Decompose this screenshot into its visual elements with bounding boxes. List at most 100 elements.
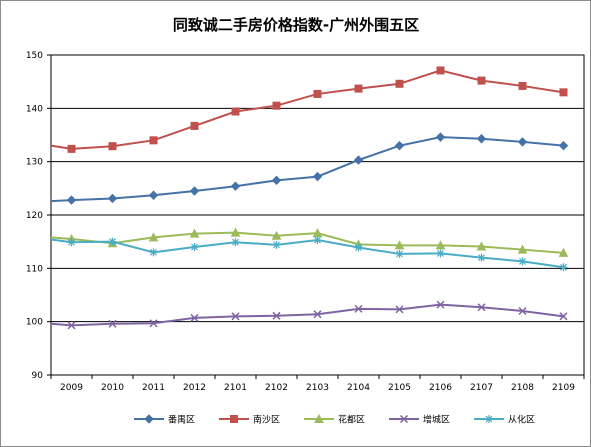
data-point (231, 312, 240, 321)
data-point (559, 312, 568, 321)
series-line (50, 303, 564, 327)
data-point (559, 88, 568, 97)
data-point (395, 305, 404, 314)
data-point (189, 186, 200, 196)
legend-label: 番禺区 (168, 414, 195, 426)
data-point (476, 134, 487, 144)
data-point (107, 193, 118, 204)
data-point (517, 244, 528, 254)
data-point (477, 76, 486, 85)
data-point (67, 144, 76, 153)
data-point (313, 89, 322, 98)
x-tick-label: 2012 (183, 383, 206, 393)
data-point (148, 190, 159, 200)
data-point (271, 175, 282, 186)
legend: 番禺区 南沙区 花都区 增城区 从化区 (134, 414, 535, 426)
data-point (436, 249, 445, 258)
data-point (189, 228, 200, 238)
data-point (108, 142, 117, 151)
x-tick-label: 2106 (429, 383, 452, 393)
data-point (149, 319, 158, 328)
x-tick-label: 2109 (552, 383, 575, 393)
data-point (436, 66, 445, 75)
data-point (354, 243, 363, 252)
data-point (354, 304, 363, 313)
series-1 (50, 66, 568, 153)
data-point (436, 300, 445, 309)
data-point (518, 306, 527, 316)
data-point (67, 321, 76, 330)
y-tick-label: 140 (26, 104, 43, 114)
series-4 (50, 236, 568, 272)
data-point (394, 240, 405, 250)
data-point (435, 132, 446, 142)
y-tick-label: 150 (26, 51, 43, 61)
data-point (313, 236, 322, 245)
series-3 (50, 300, 568, 330)
legend-label: 南沙区 (253, 414, 280, 426)
data-point (272, 240, 281, 249)
series-line (50, 69, 564, 150)
data-point (353, 155, 364, 165)
legend-marker (230, 415, 238, 423)
data-point (477, 303, 486, 312)
data-point (558, 140, 569, 151)
axis-layer: 90 100 110 120 130 140 150 2009 2010 2011 2012 2101… (26, 51, 585, 393)
data-point (395, 249, 404, 258)
y-tick-label: 110 (26, 264, 43, 274)
series-line (50, 231, 564, 254)
data-point (272, 311, 281, 320)
data-point (559, 263, 568, 272)
data-point (231, 238, 240, 247)
data-point (230, 227, 241, 237)
grid-layer (50, 54, 585, 376)
y-tick-label: 120 (26, 211, 43, 221)
x-tick-label: 2103 (306, 383, 329, 393)
data-point (394, 140, 405, 151)
data-point (354, 84, 363, 93)
y-tick-label: 90 (32, 371, 44, 381)
legend-marker (485, 415, 493, 423)
chart-title: 同致诚二手房价格指数-广州外围五区 (173, 16, 419, 34)
data-point (476, 241, 487, 251)
legend-label: 从化区 (508, 414, 535, 426)
data-point (558, 247, 569, 257)
x-tick-label: 2104 (347, 383, 370, 393)
data-point (190, 243, 199, 251)
y-tick-label: 130 (26, 158, 43, 168)
data-point (66, 195, 77, 205)
x-tick-label: 2105 (388, 383, 411, 393)
x-tick-label: 2102 (265, 383, 288, 393)
data-point (190, 121, 199, 130)
data-point (313, 310, 322, 319)
data-point (518, 81, 527, 90)
legend-label: 增城区 (423, 414, 450, 426)
data-point (67, 238, 76, 247)
series-2 (50, 227, 569, 257)
legend-item: 花都区 (304, 414, 365, 426)
data-point (230, 181, 241, 191)
data-point (272, 101, 281, 110)
legend-item: 增城区 (389, 414, 450, 426)
series-layer (50, 66, 569, 330)
data-point (190, 313, 199, 322)
legend-item: 番禺区 (134, 414, 195, 426)
legend-item: 南沙区 (219, 414, 280, 426)
x-tick-label: 2009 (60, 383, 83, 393)
legend-marker (144, 414, 154, 424)
data-point (312, 171, 323, 182)
series-line (50, 238, 564, 269)
data-point (108, 319, 117, 328)
x-tick-label: 2011 (142, 383, 165, 393)
series-0 (50, 132, 569, 205)
series-line (50, 136, 564, 203)
x-tick-label: 2010 (101, 383, 124, 393)
legend-marker (399, 414, 409, 424)
legend-item: 从化区 (474, 414, 535, 426)
data-point (149, 248, 158, 257)
x-tick-label: 2107 (470, 383, 493, 393)
data-point (231, 107, 240, 116)
data-point (517, 137, 528, 147)
